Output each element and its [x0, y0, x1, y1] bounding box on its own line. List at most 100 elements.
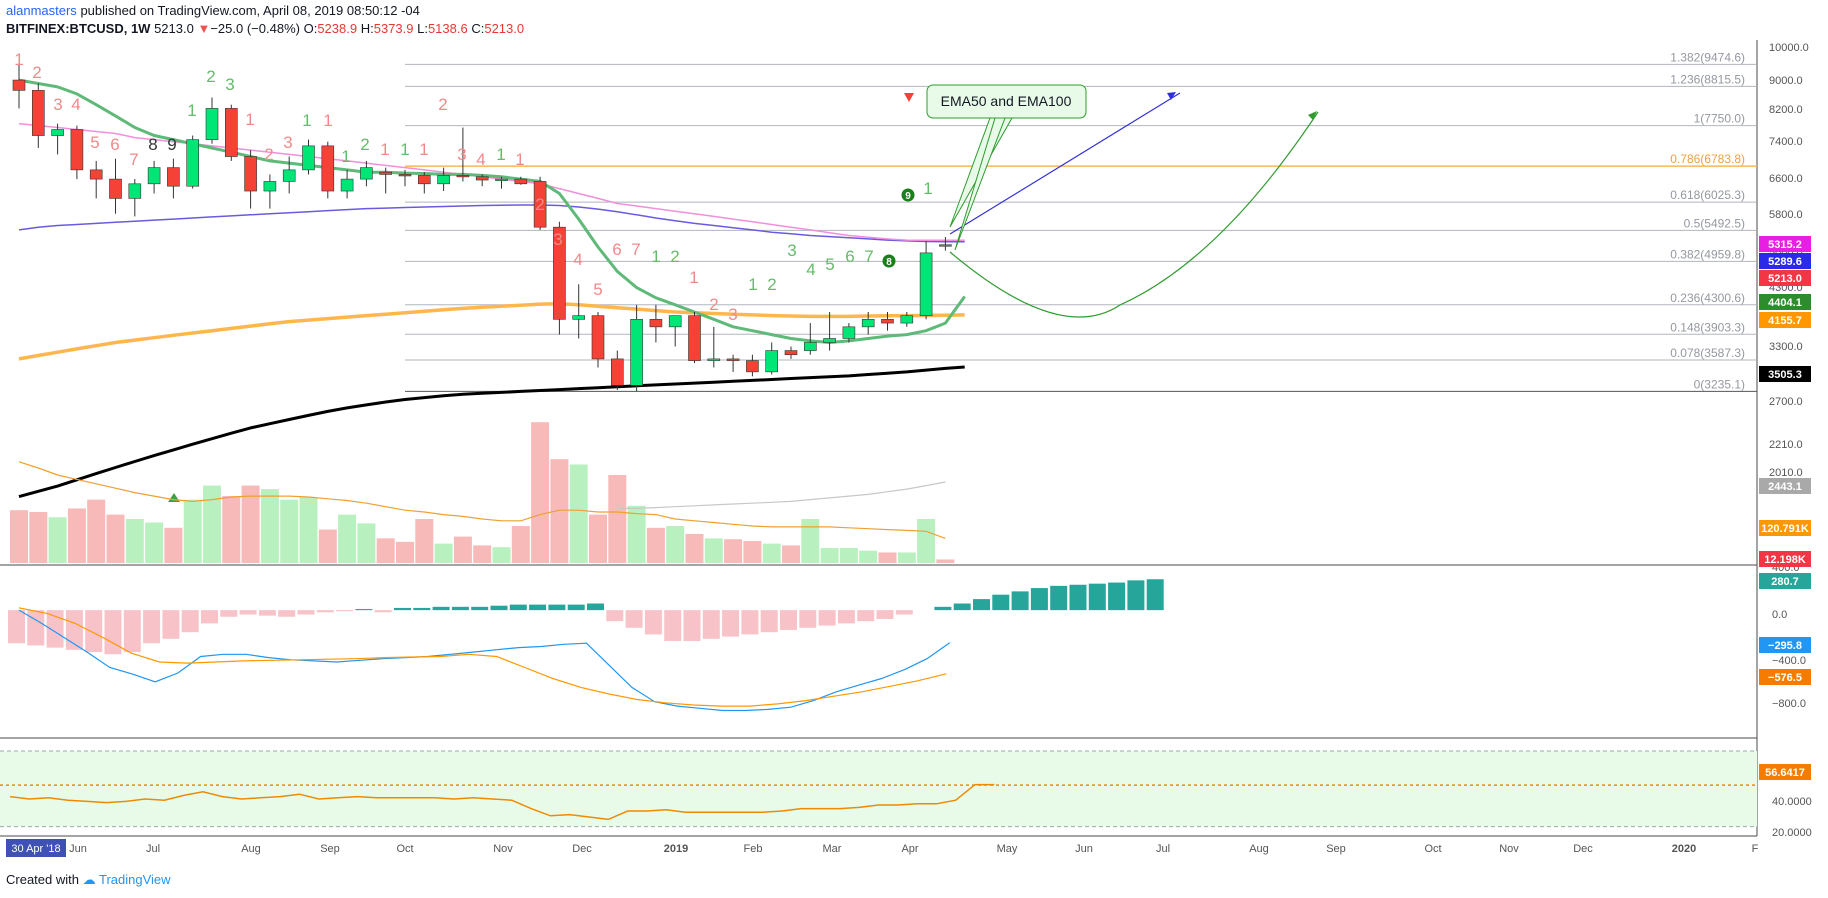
low-value: 5138.6 — [427, 21, 468, 36]
td-perfected-badge — [882, 254, 896, 268]
macd-histogram-bar — [27, 610, 45, 646]
publisher-line: alanmasters published on TradingView.com… — [6, 3, 420, 18]
time-axis-label: Jul — [146, 843, 160, 855]
volume-bar — [164, 527, 183, 563]
macd-histogram-bar — [278, 610, 296, 617]
volume-bar — [859, 550, 878, 563]
volume-bar — [145, 522, 164, 563]
price-tag-label: 12.198K — [1764, 554, 1806, 566]
candle-body — [12, 79, 26, 91]
td-count-label: 2 — [438, 95, 447, 114]
volume-bar — [550, 459, 569, 563]
macd-histogram-bar — [664, 610, 682, 642]
price-tag-box — [1759, 253, 1811, 269]
macd-histogram-bar — [413, 607, 431, 611]
high-label: H: — [360, 21, 374, 36]
time-axis-label: Feb — [744, 843, 763, 855]
volume-bar — [415, 519, 434, 563]
volume-bar — [608, 475, 627, 563]
price-axis-tick: 8200.0 — [1769, 104, 1803, 116]
macd-histogram-bar — [123, 610, 141, 653]
macd-histogram-bar — [644, 610, 662, 635]
macd-histogram-bar — [702, 610, 720, 639]
volume-bar — [434, 543, 453, 563]
rsi-axis-tick: 20.0000 — [1772, 827, 1812, 839]
ema-orange-line — [18, 302, 965, 361]
td-count-label: 4 — [476, 150, 485, 169]
candle-body — [668, 315, 682, 328]
volume-bar — [376, 538, 395, 563]
candle-body — [417, 175, 431, 185]
macd-axis-tick: −400.0 — [1772, 655, 1806, 667]
price-tag-label: 5289.6 — [1768, 256, 1802, 268]
rsi-line — [9, 783, 995, 821]
volume-bar — [511, 526, 530, 563]
macd-histogram-bar — [760, 610, 778, 633]
macd-histogram-bar — [722, 610, 740, 637]
td-count-label: 3 — [553, 230, 562, 249]
macd-histogram-bar — [799, 610, 817, 628]
time-axis-label: Jul — [1156, 843, 1170, 855]
chart-canvas[interactable]: 1.382(9474.6) 1.236(8815.5) 1(7750.0) 0.786… — [0, 40, 1828, 868]
candle-body — [109, 178, 122, 199]
macd-histogram-bar — [509, 604, 527, 611]
time-axis-label: Jun — [1075, 843, 1093, 855]
td-count-label: 1 — [515, 150, 524, 169]
volume-bar — [87, 499, 106, 563]
macd-axis-tick: −800.0 — [1772, 698, 1806, 710]
volume-bar — [396, 541, 414, 563]
candle-body — [842, 326, 856, 339]
fib-level-label: 0.236(4300.6) — [1670, 291, 1745, 305]
callout-text: EMA50 and EMA100 — [941, 93, 1072, 109]
td-count-label: 3 — [457, 145, 466, 164]
macd-histogram-bar — [683, 610, 701, 642]
td-perfected-badge — [901, 188, 915, 202]
open-value: 5238.9 — [317, 21, 358, 36]
td-count-label: 4 — [573, 250, 582, 269]
time-axis-label: Sep — [1326, 843, 1346, 855]
time-axis-label: 2020 — [1672, 843, 1696, 855]
candle-body — [263, 181, 277, 192]
macd-histogram-bar — [104, 610, 122, 655]
indicator-tag-box — [1759, 669, 1811, 685]
candle-body — [900, 315, 914, 324]
time-axis-label: Oct — [396, 843, 413, 855]
price-tag-box — [1759, 270, 1811, 286]
volume-bar — [936, 559, 955, 563]
macd-histogram-bar — [239, 610, 257, 615]
publisher-username[interactable]: alanmasters — [6, 3, 77, 18]
candle-body — [823, 338, 836, 343]
volume-bar — [473, 545, 492, 563]
macd-histogram-bar — [220, 610, 238, 617]
macd-histogram-bar — [625, 610, 643, 628]
td-count-label: 2 — [670, 247, 679, 266]
td-count-label: 5 — [593, 280, 602, 299]
candle-body — [919, 252, 933, 316]
forecast-curve-green — [949, 111, 1319, 318]
td-count-label: 4 — [806, 260, 815, 279]
macd-histogram-bar — [451, 606, 469, 611]
macd-histogram-bar — [992, 594, 1010, 611]
td-count-label: 3 — [787, 241, 796, 260]
fib-level-label: 0.5(5492.5) — [1684, 216, 1745, 230]
td-count-label: 5 — [90, 133, 99, 152]
tradingview-brand[interactable]: TradingView — [99, 872, 171, 887]
td-count-label: 7 — [864, 247, 873, 266]
volume-bar — [183, 499, 202, 563]
macd-histogram-bar — [336, 610, 354, 612]
volume-bar — [704, 538, 723, 563]
volume-bar — [125, 519, 144, 563]
created-with-label: Created with — [6, 872, 79, 887]
forecast-arrow-up — [949, 92, 1181, 235]
candle-body — [746, 360, 759, 373]
macd-histogram-bar — [934, 606, 952, 611]
td-count-label: 5 — [825, 255, 834, 274]
macd-histogram-bar — [181, 610, 199, 633]
volume-bar — [492, 547, 511, 563]
candle-body — [70, 129, 84, 171]
td-count-label: 2 — [709, 295, 718, 314]
td-count-label: 3 — [728, 305, 737, 324]
candle-body — [610, 358, 624, 386]
footer-brand: Created with ☁ TradingView — [6, 872, 171, 888]
time-axis-label: F — [1752, 843, 1759, 855]
